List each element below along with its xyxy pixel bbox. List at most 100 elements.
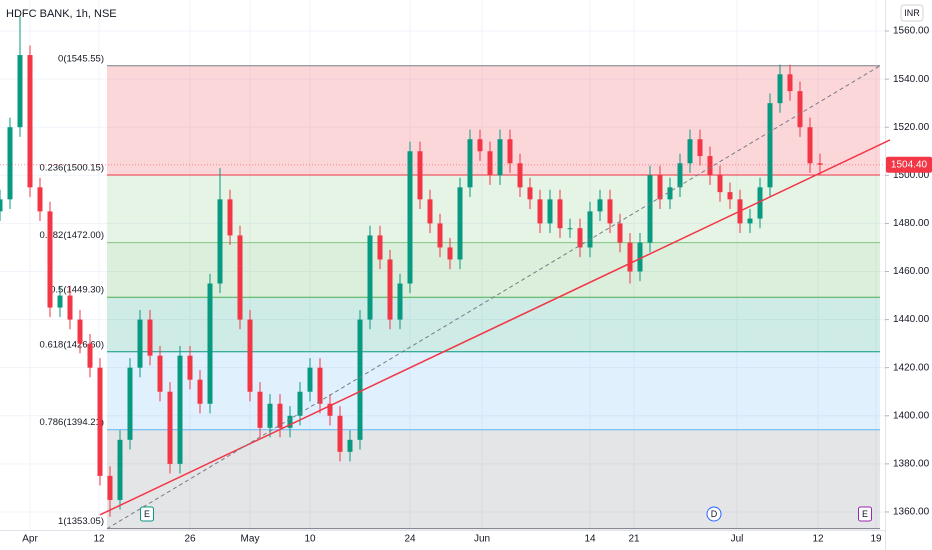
x-tick-label: Jul xyxy=(731,534,744,545)
candle-body xyxy=(187,355,193,380)
candle-body xyxy=(7,127,13,200)
candle-body xyxy=(297,391,303,416)
candle-body xyxy=(217,199,223,284)
event-marker[interactable] xyxy=(140,506,154,522)
candle-body xyxy=(267,403,273,428)
candle-body xyxy=(247,319,253,392)
candle-body xyxy=(667,187,673,200)
fib-label: 0(1545.55) xyxy=(58,53,104,64)
candle-body xyxy=(357,319,363,440)
candle-body xyxy=(287,415,293,428)
x-tick-label: Apr xyxy=(22,534,38,545)
candle-body xyxy=(457,187,463,260)
candle-body xyxy=(497,139,503,176)
candle-body xyxy=(227,199,233,236)
candle-body xyxy=(257,391,263,428)
candle-body xyxy=(137,319,143,368)
candle-body xyxy=(67,295,73,320)
candle-body xyxy=(107,475,113,500)
candle-body xyxy=(597,199,603,212)
candle-body xyxy=(717,175,723,193)
y-tick-label: 1540.00 xyxy=(893,74,930,85)
last-price-box xyxy=(886,156,932,173)
candle-body xyxy=(347,439,353,452)
candle-body xyxy=(197,379,203,404)
candle-body xyxy=(817,163,823,165)
candle-body xyxy=(27,55,33,188)
fib-band xyxy=(107,242,880,298)
candle-body xyxy=(647,175,653,243)
candle-body xyxy=(697,139,703,157)
event-marker[interactable] xyxy=(858,506,872,522)
candle-body xyxy=(577,228,583,248)
candle-body xyxy=(207,283,213,404)
candle-body xyxy=(537,199,543,224)
fib-band xyxy=(107,351,880,430)
candle-body xyxy=(397,283,403,320)
candle-body xyxy=(487,151,493,176)
x-tick-label: May xyxy=(241,534,260,545)
candle-body xyxy=(617,223,623,243)
fib-label: 0.236(1500.15) xyxy=(40,162,104,173)
chart-title: HDFC BANK, 1h, NSE xyxy=(6,8,117,20)
y-tick-label: 1420.00 xyxy=(893,362,930,373)
y-tick-label: 1380.00 xyxy=(893,459,930,470)
trend-line xyxy=(106,65,881,530)
event-label[interactable]: E xyxy=(144,509,150,519)
candle-body xyxy=(87,343,93,368)
fib-band xyxy=(107,297,880,352)
candle-body xyxy=(407,151,413,284)
last-price-label: 1504.40 xyxy=(891,159,928,170)
candle-body xyxy=(377,235,383,260)
x-tick-label: 10 xyxy=(304,534,316,545)
candle-body xyxy=(677,163,683,188)
currency-box[interactable] xyxy=(900,4,924,22)
candle-body xyxy=(97,367,103,476)
candle-body xyxy=(587,211,593,248)
candle-body xyxy=(777,74,783,104)
candle-body xyxy=(237,235,243,320)
event-label[interactable]: E xyxy=(862,509,868,519)
y-tick-label: 1460.00 xyxy=(893,266,930,277)
y-tick-label: 1400.00 xyxy=(893,410,930,421)
candle-body xyxy=(787,74,793,92)
fib-label: 1(1353.05) xyxy=(58,516,104,527)
candle-body xyxy=(447,247,453,260)
candle-body xyxy=(757,187,763,219)
x-tick-label: 19 xyxy=(870,534,882,545)
candle-body xyxy=(727,192,733,200)
candle-body xyxy=(627,242,633,272)
candle-body xyxy=(657,175,663,200)
candle-body xyxy=(427,199,433,224)
currency-label[interactable]: INR xyxy=(904,8,920,18)
candle-body xyxy=(747,218,753,224)
candle-body xyxy=(637,242,643,272)
candle-body xyxy=(0,199,3,212)
candle-body xyxy=(567,228,573,230)
x-tick-label: 21 xyxy=(628,534,640,545)
x-tick-label: 12 xyxy=(93,534,105,545)
trend-line xyxy=(99,139,891,516)
candle-body xyxy=(307,367,313,392)
event-label[interactable]: D xyxy=(711,509,718,519)
candle-body xyxy=(687,139,693,164)
y-tick-label: 1440.00 xyxy=(893,314,930,325)
candle-body xyxy=(337,415,343,452)
fib-band xyxy=(107,65,880,175)
candle-body xyxy=(387,259,393,320)
candle-body xyxy=(507,139,513,164)
candle-body xyxy=(277,403,283,428)
candle-body xyxy=(37,187,43,212)
fib-band xyxy=(107,429,880,529)
y-tick-label: 1500.00 xyxy=(893,170,930,181)
fib-label: 0.5(1449.30) xyxy=(50,285,104,296)
candle-body xyxy=(17,55,23,128)
candle-body xyxy=(117,439,123,500)
candle-body xyxy=(367,235,373,320)
candle-body xyxy=(127,367,133,440)
candle-body xyxy=(527,187,533,200)
fib-label: 0.382(1472.00) xyxy=(40,230,104,241)
event-marker[interactable] xyxy=(706,506,722,522)
